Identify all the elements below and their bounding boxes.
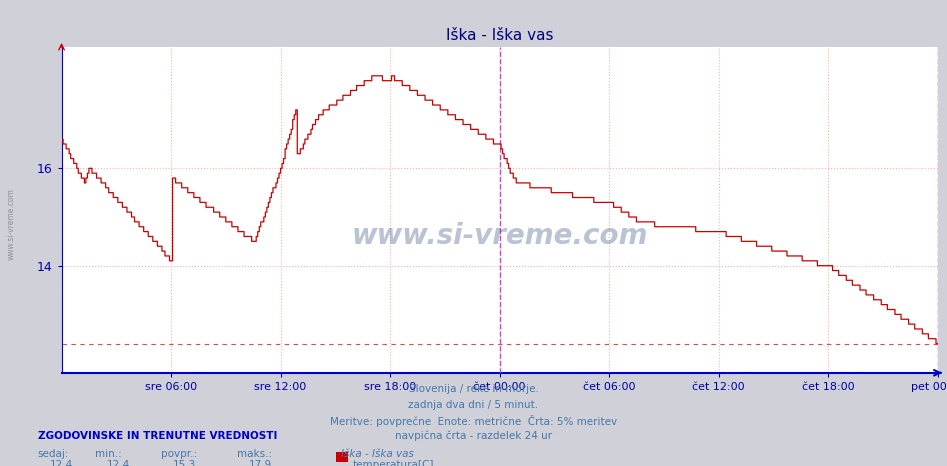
Text: sedaj:: sedaj: xyxy=(38,449,69,459)
Text: Slovenija / reke in morje.: Slovenija / reke in morje. xyxy=(408,384,539,394)
Text: www.si-vreme.com: www.si-vreme.com xyxy=(7,188,16,260)
Text: 12,4: 12,4 xyxy=(107,460,130,466)
Text: povpr.:: povpr.: xyxy=(161,449,197,459)
Text: navpična črta - razdelek 24 ur: navpična črta - razdelek 24 ur xyxy=(395,431,552,441)
Text: ZGODOVINSKE IN TRENUTNE VREDNOSTI: ZGODOVINSKE IN TRENUTNE VREDNOSTI xyxy=(38,431,277,441)
Text: min.:: min.: xyxy=(95,449,121,459)
Title: Iška - Iška vas: Iška - Iška vas xyxy=(446,27,553,43)
Text: www.si-vreme.com: www.si-vreme.com xyxy=(351,222,648,250)
Text: temperatura[C]: temperatura[C] xyxy=(352,460,434,466)
Text: 15,3: 15,3 xyxy=(173,460,196,466)
Text: maks.:: maks.: xyxy=(237,449,272,459)
Text: Meritve: povprečne  Enote: metrične  Črta: 5% meritev: Meritve: povprečne Enote: metrične Črta:… xyxy=(330,415,617,427)
Text: zadnja dva dni / 5 minut.: zadnja dva dni / 5 minut. xyxy=(408,400,539,410)
Text: 12,4: 12,4 xyxy=(50,460,73,466)
Text: Iška - Iška vas: Iška - Iška vas xyxy=(341,449,414,459)
Text: 17,9: 17,9 xyxy=(249,460,272,466)
